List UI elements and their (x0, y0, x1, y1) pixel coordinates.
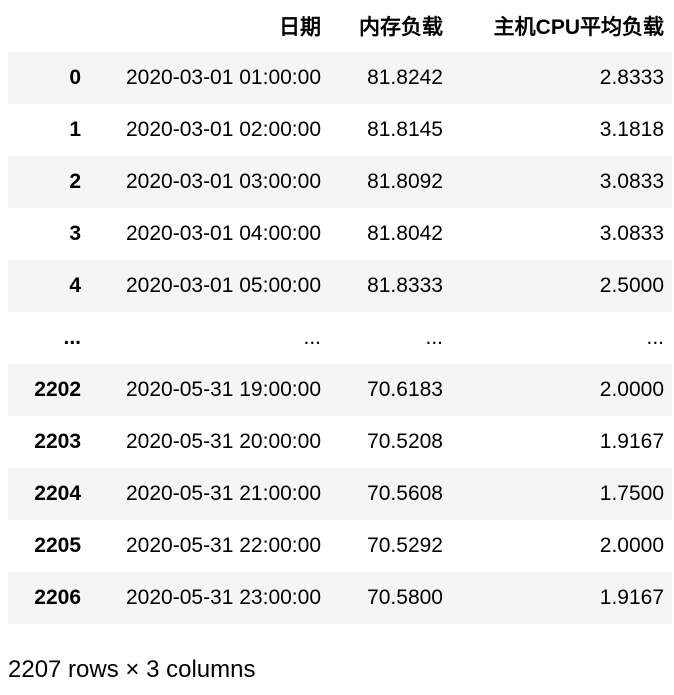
cell-memory-load: 81.8242 (367, 66, 443, 89)
cell-date: 2020-03-01 04:00:00 (126, 222, 321, 245)
cell-memory-ellipsis: ... (425, 326, 443, 349)
cell-memory-load: 81.8092 (367, 170, 443, 193)
cell-memory-load: 70.6183 (367, 378, 443, 401)
row-index: 2 (69, 170, 81, 193)
cell-memory-load: 70.5608 (367, 482, 443, 505)
cell-date: 2020-05-31 22:00:00 (126, 534, 321, 557)
cell-date: 2020-03-01 02:00:00 (126, 118, 321, 141)
cell-cpu-load: 1.9167 (599, 430, 664, 453)
table-header: 日期 内存负载 主机CPU平均负载 (8, 0, 672, 52)
header-row: 日期 内存负载 主机CPU平均负载 (8, 0, 672, 52)
table-row: 2204 2020-05-31 21:00:00 70.5608 1.7500 (8, 468, 672, 520)
dataframe-shape-summary: 2207 rows × 3 columns (8, 656, 256, 683)
cell-date: 2020-05-31 19:00:00 (126, 378, 321, 401)
cell-cpu-load: 2.5000 (599, 274, 664, 297)
cell-memory-load: 70.5800 (367, 586, 443, 609)
table-row: 1 2020-03-01 02:00:00 81.8145 3.1818 (8, 104, 672, 156)
cell-cpu-load: 1.9167 (599, 586, 664, 609)
index-column-header (8, 0, 89, 52)
cell-memory-load: 70.5208 (367, 430, 443, 453)
table-row: 2206 2020-05-31 23:00:00 70.5800 1.9167 (8, 572, 672, 624)
row-index: 2202 (34, 378, 81, 401)
cell-cpu-load: 2.8333 (599, 66, 664, 89)
table-row: 4 2020-03-01 05:00:00 81.8333 2.5000 (8, 260, 672, 312)
table-row: 2 2020-03-01 03:00:00 81.8092 3.0833 (8, 156, 672, 208)
cell-cpu-ellipsis: ... (646, 326, 664, 349)
cell-memory-load: 81.8042 (367, 222, 443, 245)
row-index-ellipsis: ... (63, 326, 81, 349)
table-row: 3 2020-03-01 04:00:00 81.8042 3.0833 (8, 208, 672, 260)
cell-cpu-load: 2.0000 (599, 378, 664, 401)
cell-date: 2020-03-01 01:00:00 (126, 66, 321, 89)
cell-date: 2020-05-31 21:00:00 (126, 482, 321, 505)
cell-date: 2020-05-31 20:00:00 (126, 430, 321, 453)
cell-date: 2020-03-01 05:00:00 (126, 274, 321, 297)
table-row: 2202 2020-05-31 19:00:00 70.6183 2.0000 (8, 364, 672, 416)
cell-cpu-load: 3.0833 (599, 170, 664, 193)
row-index: 2204 (34, 482, 81, 505)
cell-memory-load: 70.5292 (367, 534, 443, 557)
row-index: 0 (69, 66, 81, 89)
cell-date: 2020-05-31 23:00:00 (126, 586, 321, 609)
row-index: 4 (69, 274, 81, 297)
column-header-memory-load: 内存负载 (359, 16, 443, 39)
column-header-date: 日期 (279, 16, 321, 39)
cell-cpu-load: 1.7500 (599, 482, 664, 505)
table-row: 2205 2020-05-31 22:00:00 70.5292 2.0000 (8, 520, 672, 572)
row-index: 1 (69, 118, 81, 141)
column-header-cpu-avg-load: 主机CPU平均负载 (493, 16, 664, 39)
dataframe-table: 日期 内存负载 主机CPU平均负载 0 2020-03-01 01:00:00 … (8, 0, 672, 624)
dataframe-output: 日期 内存负载 主机CPU平均负载 0 2020-03-01 01:00:00 … (8, 0, 672, 624)
table-body: 0 2020-03-01 01:00:00 81.8242 2.8333 1 2… (8, 52, 672, 624)
cell-cpu-load: 3.0833 (599, 222, 664, 245)
cell-memory-load: 81.8333 (367, 274, 443, 297)
table-row: 2203 2020-05-31 20:00:00 70.5208 1.9167 (8, 416, 672, 468)
cell-cpu-load: 3.1818 (599, 118, 664, 141)
table-row: 0 2020-03-01 01:00:00 81.8242 2.8333 (8, 52, 672, 104)
row-index: 3 (69, 222, 81, 245)
cell-date: 2020-03-01 03:00:00 (126, 170, 321, 193)
cell-cpu-load: 2.0000 (599, 534, 664, 557)
ellipsis-row: ... ... ... ... (8, 312, 672, 364)
cell-memory-load: 81.8145 (367, 118, 443, 141)
cell-date-ellipsis: ... (303, 326, 321, 349)
row-index: 2206 (34, 586, 81, 609)
row-index: 2205 (34, 534, 81, 557)
row-index: 2203 (34, 430, 81, 453)
